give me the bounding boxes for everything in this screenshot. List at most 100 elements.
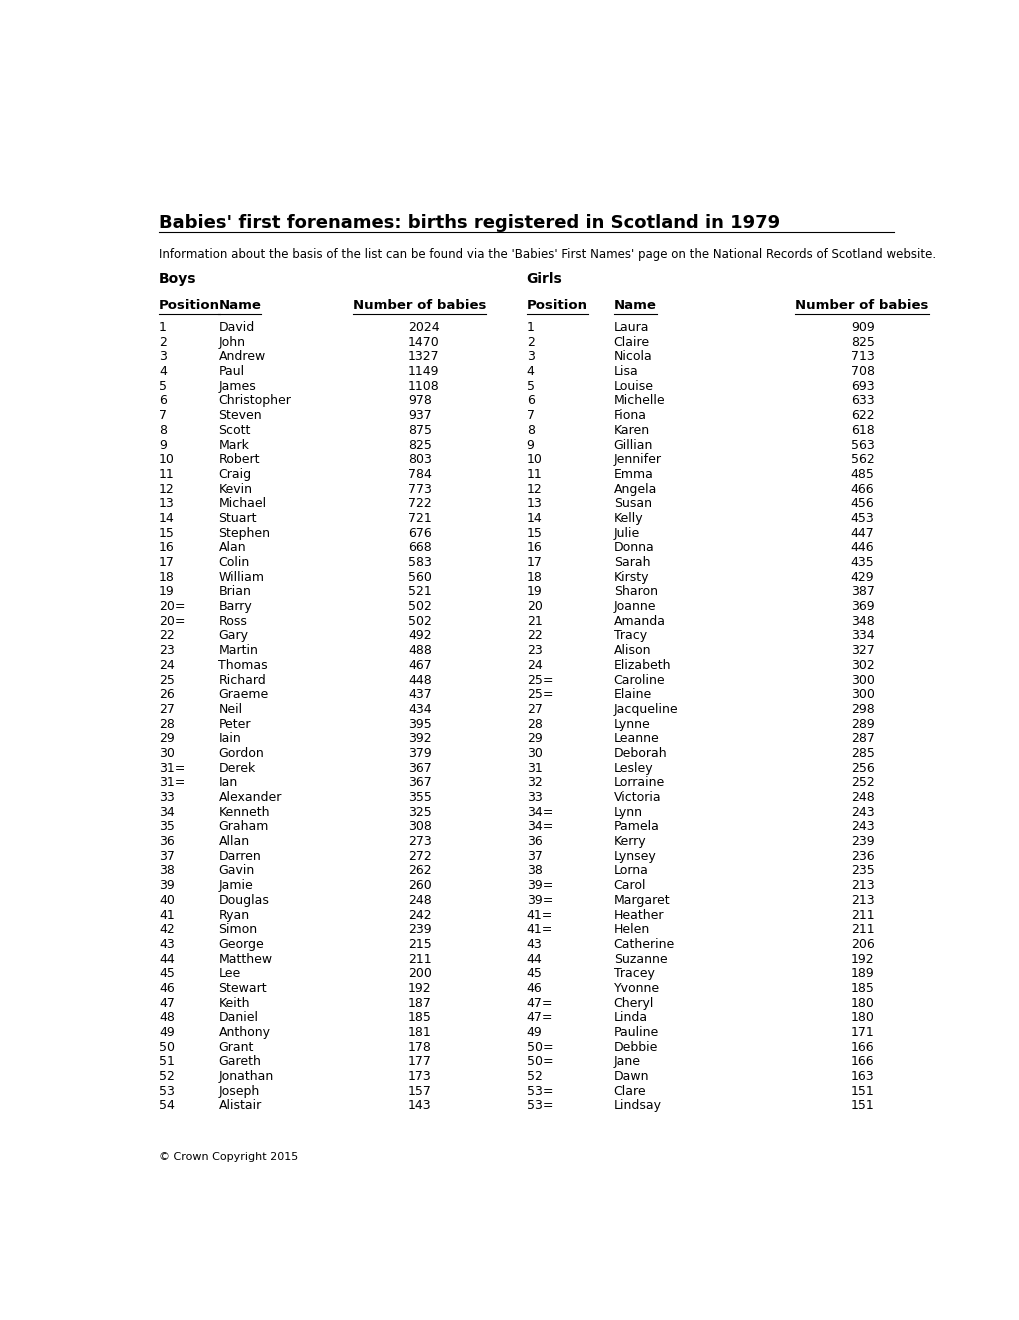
Text: 327: 327 <box>850 644 873 657</box>
Text: Paul: Paul <box>218 366 245 378</box>
Text: Karen: Karen <box>613 424 649 437</box>
Text: 38: 38 <box>526 865 542 878</box>
Text: Gavin: Gavin <box>218 865 255 878</box>
Text: Elaine: Elaine <box>613 688 651 701</box>
Text: 53: 53 <box>159 1085 175 1098</box>
Text: 6: 6 <box>159 395 167 408</box>
Text: 189: 189 <box>850 968 873 981</box>
Text: 355: 355 <box>408 791 432 804</box>
Text: Kerry: Kerry <box>613 836 646 847</box>
Text: 243: 243 <box>850 805 873 818</box>
Text: 151: 151 <box>850 1085 873 1098</box>
Text: 23: 23 <box>526 644 542 657</box>
Text: 163: 163 <box>850 1071 873 1082</box>
Text: 287: 287 <box>850 733 874 746</box>
Text: 8: 8 <box>526 424 534 437</box>
Text: 23: 23 <box>159 644 174 657</box>
Text: 285: 285 <box>850 747 874 760</box>
Text: Lorna: Lorna <box>613 865 648 878</box>
Text: 9: 9 <box>526 438 534 451</box>
Text: 20=: 20= <box>159 615 185 628</box>
Text: 166: 166 <box>850 1040 873 1053</box>
Text: 978: 978 <box>408 395 432 408</box>
Text: Mark: Mark <box>218 438 249 451</box>
Text: 180: 180 <box>850 997 874 1010</box>
Text: 16: 16 <box>159 541 174 554</box>
Text: 34=: 34= <box>526 805 552 818</box>
Text: 173: 173 <box>408 1071 431 1082</box>
Text: 16: 16 <box>526 541 542 554</box>
Text: 36: 36 <box>159 836 174 847</box>
Text: 773: 773 <box>408 483 432 495</box>
Text: 34: 34 <box>159 805 174 818</box>
Text: 252: 252 <box>850 776 873 789</box>
Text: 446: 446 <box>850 541 873 554</box>
Text: Thomas: Thomas <box>218 659 268 672</box>
Text: 29: 29 <box>159 733 174 746</box>
Text: Colin: Colin <box>218 556 250 569</box>
Text: 1327: 1327 <box>408 350 439 363</box>
Text: Lindsay: Lindsay <box>613 1100 661 1113</box>
Text: 492: 492 <box>408 630 431 643</box>
Text: 20: 20 <box>526 601 542 612</box>
Text: 909: 909 <box>850 321 873 334</box>
Text: 262: 262 <box>408 865 431 878</box>
Text: 31=: 31= <box>159 762 185 775</box>
Text: 17: 17 <box>159 556 175 569</box>
Text: 192: 192 <box>850 953 873 965</box>
Text: 618: 618 <box>850 424 873 437</box>
Text: 18: 18 <box>526 570 542 583</box>
Text: 2: 2 <box>526 335 534 348</box>
Text: 44: 44 <box>526 953 542 965</box>
Text: Suzanne: Suzanne <box>613 953 666 965</box>
Text: 668: 668 <box>408 541 431 554</box>
Text: Peter: Peter <box>218 718 251 730</box>
Text: Number of babies: Number of babies <box>795 298 928 312</box>
Text: 369: 369 <box>850 601 873 612</box>
Text: Victoria: Victoria <box>613 791 660 804</box>
Text: Pamela: Pamela <box>613 821 659 833</box>
Text: Carol: Carol <box>613 879 645 892</box>
Text: 5: 5 <box>159 380 167 393</box>
Text: 272: 272 <box>408 850 431 863</box>
Text: Information about the basis of the list can be found via the 'Babies' First Name: Information about the basis of the list … <box>159 248 935 261</box>
Text: Gary: Gary <box>218 630 249 643</box>
Text: 177: 177 <box>408 1056 432 1068</box>
Text: 39=: 39= <box>526 894 552 907</box>
Text: 45: 45 <box>526 968 542 981</box>
Text: 28: 28 <box>526 718 542 730</box>
Text: 22: 22 <box>526 630 542 643</box>
Text: 248: 248 <box>850 791 873 804</box>
Text: Name: Name <box>613 298 656 312</box>
Text: 27: 27 <box>526 702 542 715</box>
Text: 19: 19 <box>526 585 542 598</box>
Text: Helen: Helen <box>613 923 649 936</box>
Text: 803: 803 <box>408 453 432 466</box>
Text: 622: 622 <box>850 409 873 422</box>
Text: 49: 49 <box>526 1026 542 1039</box>
Text: Graeme: Graeme <box>218 688 268 701</box>
Text: Julie: Julie <box>613 527 639 540</box>
Text: Barry: Barry <box>218 601 252 612</box>
Text: Stewart: Stewart <box>218 982 267 995</box>
Text: 521: 521 <box>408 585 431 598</box>
Text: 211: 211 <box>850 908 873 921</box>
Text: Michelle: Michelle <box>613 395 664 408</box>
Text: 2024: 2024 <box>408 321 439 334</box>
Text: Caroline: Caroline <box>613 673 664 686</box>
Text: Tracy: Tracy <box>613 630 646 643</box>
Text: Yvonne: Yvonne <box>613 982 659 995</box>
Text: 3: 3 <box>159 350 167 363</box>
Text: Number of babies: Number of babies <box>353 298 486 312</box>
Text: 213: 213 <box>850 894 873 907</box>
Text: 206: 206 <box>850 939 873 950</box>
Text: 43: 43 <box>159 939 174 950</box>
Text: 15: 15 <box>526 527 542 540</box>
Text: 22: 22 <box>159 630 174 643</box>
Text: 166: 166 <box>850 1056 873 1068</box>
Text: Position: Position <box>526 298 587 312</box>
Text: 20=: 20= <box>159 601 185 612</box>
Text: 30: 30 <box>159 747 175 760</box>
Text: 40: 40 <box>159 894 175 907</box>
Text: Heather: Heather <box>613 908 663 921</box>
